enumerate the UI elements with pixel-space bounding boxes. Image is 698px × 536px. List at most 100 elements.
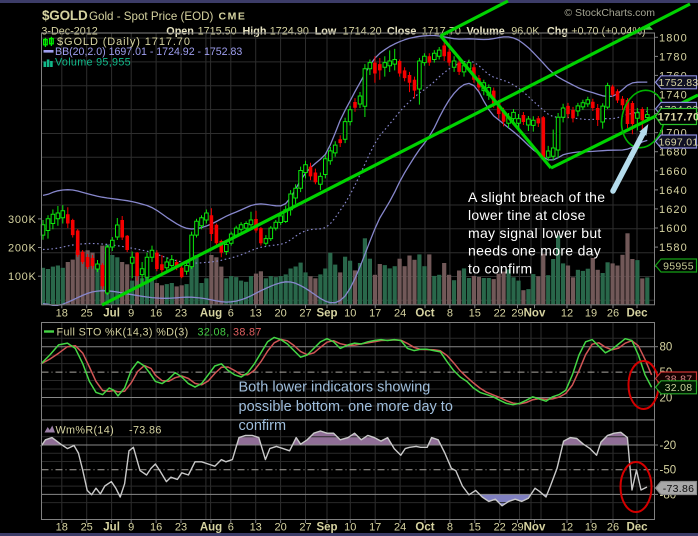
svg-text:1640: 1640 [659,185,688,197]
svg-text:20: 20 [274,522,286,534]
svg-text:Jul: Jul [103,522,120,534]
svg-text:Jul: Jul [103,308,120,320]
svg-text:1800: 1800 [659,32,688,44]
svg-text:95955: 95955 [663,260,694,272]
svg-text:26: 26 [607,308,619,320]
svg-text:27: 27 [299,522,311,534]
svg-text:38.87: 38.87 [233,327,262,339]
svg-text:32.08: 32.08 [665,382,693,394]
svg-text:19: 19 [585,308,597,320]
svg-text:1717.70: 1717.70 [658,111,698,123]
svg-text:Both lower indicators showing: Both lower indicators showing [239,380,431,396]
svg-text:10: 10 [344,522,356,534]
svg-text:Volume: Volume [467,26,505,38]
svg-text:3-Dec-2012: 3-Dec-2012 [41,26,97,38]
svg-text:1660: 1660 [659,166,688,178]
svg-text:12: 12 [561,308,573,320]
svg-text:17: 17 [369,522,381,534]
svg-text:-73.86: -73.86 [129,425,162,437]
svg-text:Sep: Sep [316,522,337,534]
svg-text:22: 22 [494,308,506,320]
svg-text:Wm%R(14): Wm%R(14) [56,425,115,437]
svg-text:18: 18 [56,522,68,534]
svg-text:Chg: Chg [547,26,568,38]
svg-text:1714.20: 1714.20 [343,26,382,38]
svg-text:1620: 1620 [659,204,688,216]
svg-text:1717.70: 1717.70 [422,26,461,38]
svg-text:13: 13 [250,308,262,320]
svg-text:BB(20,2.0) 1697.01 - 1724.92 -: BB(20,2.0) 1697.01 - 1724.92 - 1752.83 [55,46,242,58]
svg-text:25: 25 [81,308,93,320]
svg-text:24: 24 [394,522,406,534]
svg-text:9: 9 [128,522,134,534]
svg-text:1580: 1580 [659,242,688,254]
svg-text:1740: 1740 [659,90,688,102]
svg-text:20: 20 [660,393,673,405]
svg-text:lower tine at close: lower tine at close [468,207,586,223]
svg-text:23: 23 [175,522,187,534]
svg-text:80: 80 [660,342,673,354]
svg-text:29: 29 [511,522,523,534]
svg-text:$GOLD: $GOLD [42,8,88,23]
svg-text:13: 13 [250,522,262,534]
svg-text:10: 10 [344,308,356,320]
svg-text:to confirm: to confirm [468,261,532,277]
svg-text:-73.86: -73.86 [663,483,695,495]
svg-text:Open: Open [166,26,194,38]
svg-text:Aug: Aug [200,522,222,534]
svg-text:8: 8 [447,308,453,320]
svg-text:8: 8 [447,522,453,534]
svg-text:Nov: Nov [524,308,546,320]
svg-text:CME: CME [219,11,247,23]
svg-text:27: 27 [299,308,311,320]
svg-text:15: 15 [469,522,481,534]
svg-text:Oct: Oct [415,522,434,534]
svg-text:22: 22 [494,522,506,534]
svg-text:18: 18 [56,308,68,320]
svg-text:23: 23 [175,308,187,320]
svg-text:Low: Low [315,26,337,38]
svg-text:Dec: Dec [626,522,648,534]
svg-text:$GOLD (Daily) 1717.70: $GOLD (Daily) 1717.70 [57,36,191,48]
svg-text:-50: -50 [660,465,677,477]
svg-text:100K: 100K [8,271,37,283]
svg-text:24: 24 [394,308,406,320]
svg-text:may signal lower but: may signal lower but [468,225,602,241]
svg-text:16: 16 [150,522,162,534]
svg-text:© StockCharts.com: © StockCharts.com [564,7,655,19]
svg-text:300K: 300K [8,214,37,226]
svg-text:Gold - Spot Price (EOD): Gold - Spot Price (EOD) [89,10,213,23]
svg-text:29: 29 [511,308,523,320]
svg-text:confirm: confirm [239,418,287,434]
svg-text:19: 19 [585,522,597,534]
svg-text:Nov: Nov [524,522,546,534]
svg-text:Oct: Oct [415,308,434,320]
svg-text:15: 15 [469,308,481,320]
svg-text:6: 6 [228,308,234,320]
svg-text:17: 17 [369,308,381,320]
svg-text:12: 12 [561,522,573,534]
svg-text:1697.01: 1697.01 [658,136,698,148]
svg-text:1680: 1680 [659,147,688,159]
svg-text:Aug: Aug [200,308,222,320]
svg-text:Sep: Sep [316,308,337,320]
svg-text:possible bottom. one more day: possible bottom. one more day to [239,399,453,415]
svg-text:9: 9 [128,308,134,320]
svg-text:1780: 1780 [659,51,688,63]
svg-text:200K: 200K [8,243,37,255]
svg-text:20: 20 [274,308,286,320]
svg-text:16: 16 [150,308,162,320]
svg-text:6: 6 [228,522,234,534]
svg-text:A slight breach of the: A slight breach of the [468,189,605,205]
svg-text:96.0K: 96.0K [511,26,540,38]
svg-text:25: 25 [81,522,93,534]
svg-text:26: 26 [607,522,619,534]
svg-text:Volume 95,955: Volume 95,955 [55,57,131,69]
svg-text:Close: Close [387,26,416,38]
svg-text:1752.83: 1752.83 [658,77,698,89]
svg-text:1715.50: 1715.50 [198,26,237,38]
svg-text:32.08,: 32.08, [198,327,230,339]
svg-text:Dec: Dec [626,308,648,320]
svg-text:needs one more day: needs one more day [468,243,601,259]
svg-text:Full STO %K(14,3) %D(3): Full STO %K(14,3) %D(3) [57,327,189,339]
